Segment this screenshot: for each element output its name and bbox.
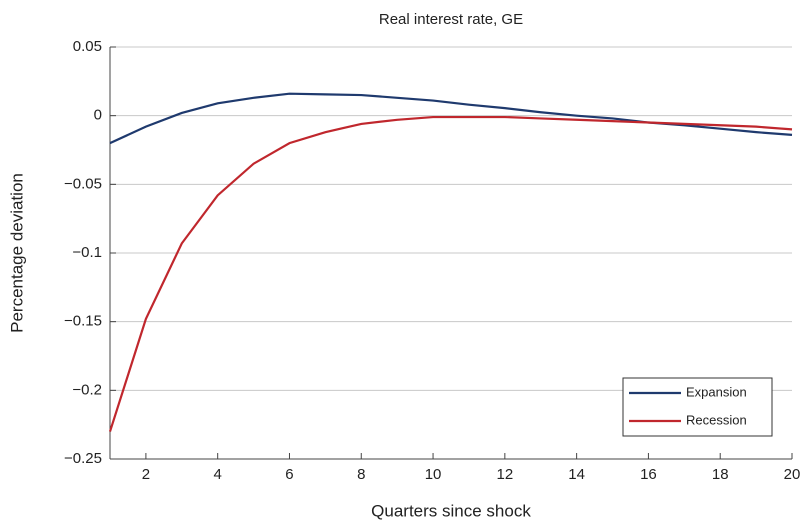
chart-title: Real interest rate, GE bbox=[379, 11, 523, 28]
x-tick-label: 12 bbox=[496, 466, 513, 483]
y-tick-label: −0.15 bbox=[64, 313, 102, 330]
legend-label: Expansion bbox=[686, 384, 747, 399]
x-tick-label: 14 bbox=[568, 466, 585, 483]
y-tick-label: −0.05 bbox=[64, 175, 102, 192]
x-tick-label: 20 bbox=[784, 466, 801, 483]
y-tick-label: −0.2 bbox=[72, 381, 102, 398]
x-tick-label: 4 bbox=[214, 466, 222, 483]
x-tick-label: 16 bbox=[640, 466, 657, 483]
legend-label: Recession bbox=[686, 412, 747, 427]
y-tick-label: 0 bbox=[94, 107, 102, 124]
series-line bbox=[109, 92, 793, 145]
y-tick-label: −0.1 bbox=[72, 244, 102, 261]
x-tick-label: 8 bbox=[357, 466, 365, 483]
series-line bbox=[108, 115, 793, 432]
y-axis-label: Percentage deviation bbox=[7, 173, 26, 333]
x-axis-label: Quarters since shock bbox=[371, 501, 531, 520]
x-tick-label: 6 bbox=[285, 466, 293, 483]
legend-box bbox=[622, 377, 773, 437]
y-tick-label: 0.05 bbox=[73, 38, 102, 55]
x-tick-label: 2 bbox=[142, 466, 150, 483]
x-tick-label: 18 bbox=[712, 466, 729, 483]
x-tick-label: 10 bbox=[425, 466, 442, 483]
y-tick-label: −0.25 bbox=[64, 450, 102, 467]
